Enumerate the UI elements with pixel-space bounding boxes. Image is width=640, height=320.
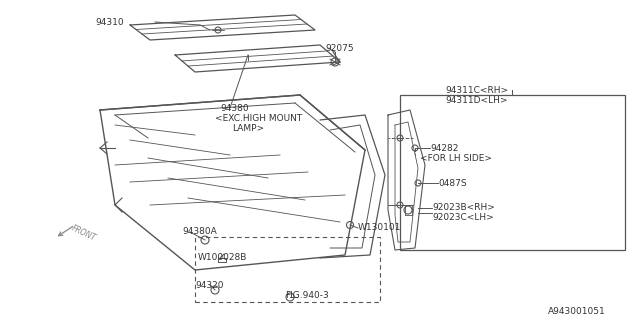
Text: 94282: 94282 [430, 143, 458, 153]
Text: FRONT: FRONT [70, 224, 97, 243]
Text: FIG.940-3: FIG.940-3 [285, 291, 329, 300]
Text: 0487S: 0487S [438, 179, 467, 188]
Text: 92023C<LH>: 92023C<LH> [432, 213, 493, 222]
Text: W130101: W130101 [358, 223, 401, 233]
Bar [400, 95, 625, 250]
Text: 94380A: 94380A [182, 228, 217, 236]
Text: 94311D<LH>: 94311D<LH> [445, 95, 508, 105]
Text: 92075: 92075 [325, 44, 354, 52]
Text: 94380: 94380 [220, 103, 248, 113]
Text: <FOR LH SIDE>: <FOR LH SIDE> [420, 154, 492, 163]
Text: 94311C<RH>: 94311C<RH> [445, 85, 508, 94]
Text: 94310: 94310 [95, 18, 124, 27]
Text: A943001051: A943001051 [548, 308, 605, 316]
Text: LAMP>: LAMP> [232, 124, 264, 132]
Text: 92023B<RH>: 92023B<RH> [432, 204, 495, 212]
Text: <EXC.HIGH MOUNT: <EXC.HIGH MOUNT [215, 114, 302, 123]
Text: W100028B: W100028B [198, 253, 248, 262]
Text: 94320: 94320 [195, 281, 223, 290]
Bar [195, 237, 380, 302]
